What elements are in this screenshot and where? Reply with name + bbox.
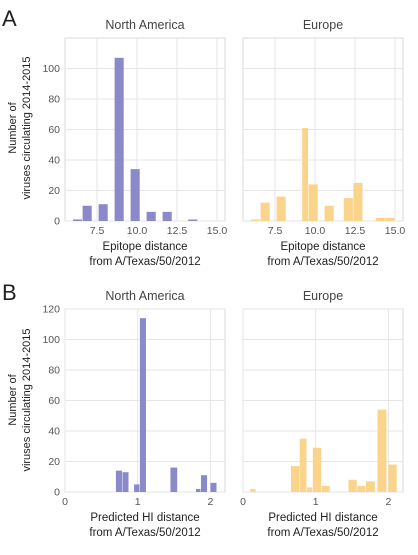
x-tick-label: 0 (240, 496, 246, 508)
x-axis-label-line2: from A/Texas/50/2012 (89, 256, 200, 268)
histogram-bar (276, 196, 286, 221)
x-axis-label-line2: from A/Texas/50/2012 (267, 527, 378, 539)
y-tick-label: 0 (54, 487, 60, 499)
x-axis-label-line2: from A/Texas/50/2012 (89, 527, 200, 539)
histogram-bar (357, 485, 366, 492)
y-tick-label: 100 (42, 334, 60, 346)
histogram-bar (251, 219, 261, 221)
histogram-bar (162, 211, 172, 221)
y-tick-label: 80 (48, 365, 60, 377)
x-tick-label: 0 (62, 496, 68, 508)
histogram-bar (302, 127, 309, 221)
chart-title: North America (105, 289, 184, 303)
ylabel-b-line1: Number of (7, 373, 19, 425)
y-tick-label: 120 (42, 304, 60, 316)
histogram-bar (308, 184, 318, 221)
histogram-bar (365, 481, 375, 492)
histogram-bar (260, 202, 270, 221)
chart-4: Europe 0 1 2 Predicted HI distance from A/Tex… (240, 289, 404, 539)
chart-2: Europe 7.5 10.0 12.5 15.0 Epitope distance fro… (242, 18, 406, 268)
histogram-bar (377, 409, 387, 492)
x-tick-label: 15.0 (207, 225, 228, 237)
x-tick-label: 15.0 (385, 225, 406, 237)
histogram-bar (146, 211, 156, 221)
histogram-bar (114, 57, 124, 222)
histogram-bar (115, 470, 122, 492)
histogram-bar (130, 169, 140, 221)
histogram-bar (388, 464, 397, 492)
y-tick-label: 40 (48, 426, 60, 438)
histogram-bar (188, 219, 198, 221)
x-tick-label: 7.5 (90, 225, 105, 237)
histogram-bar (291, 466, 300, 492)
histogram-bar (307, 487, 313, 492)
histogram-bar (73, 219, 83, 221)
histogram-bar (170, 467, 178, 492)
x-tick-label: 2 (208, 496, 214, 508)
histogram-bar (210, 482, 217, 492)
x-axis-label-line1: Predicted HI distance (90, 512, 199, 524)
x-tick-label: 1 (135, 496, 141, 508)
panel-label-b: B (2, 280, 17, 305)
y-tick-label: 20 (48, 456, 60, 468)
histogram-bar (134, 484, 140, 492)
y-tick-label: 100 (42, 63, 60, 75)
histogram-bar (299, 438, 307, 492)
y-tick-label: 80 (48, 94, 60, 106)
x-axis-label-line2: from A/Texas/50/2012 (267, 256, 378, 268)
chart-1: North America 7.5 10.0 12.5 15.0 0 20 40 60 80 100… (42, 18, 227, 268)
chart-title: North America (105, 18, 184, 32)
y-tick-label: 0 (54, 216, 60, 228)
chart-title: Europe (303, 18, 343, 32)
ylabel-b-line2: viruses circulating 2014-2015 (21, 328, 33, 471)
chart-title: Europe (303, 289, 343, 303)
histogram-bar (195, 488, 201, 492)
x-tick-label: 7.5 (268, 225, 283, 237)
x-tick-label: 1 (313, 496, 319, 508)
histogram-bar (385, 217, 395, 221)
panel-label-a: A (2, 6, 17, 31)
y-tick-label: 40 (48, 155, 60, 167)
histogram-bar (250, 488, 256, 492)
x-tick-label: 10.0 (127, 225, 148, 237)
y-tick-label: 60 (48, 395, 60, 407)
y-tick-label: 20 (48, 185, 60, 197)
histogram-bar (201, 475, 208, 492)
histogram-bar (353, 182, 363, 221)
histogram-bar (312, 447, 322, 492)
histogram-bar (375, 217, 385, 221)
x-axis-label-line1: Epitope distance (102, 241, 187, 253)
x-axis-label-line1: Predicted HI distance (268, 512, 377, 524)
x-tick-label: 12.5 (345, 225, 366, 237)
histogram-bar (82, 205, 92, 221)
y-tick-label: 60 (48, 124, 60, 136)
ylabel-a-line1: Number of (7, 101, 19, 153)
x-tick-label: 12.5 (167, 225, 188, 237)
histogram-bar (348, 479, 357, 492)
x-tick-label: 10.0 (305, 225, 326, 237)
histogram-bar (321, 485, 330, 492)
histogram-bar (139, 318, 146, 492)
histogram-bar (343, 198, 353, 221)
x-tick-label: 2 (386, 496, 392, 508)
ylabel-a-line2: viruses circulating 2014-2015 (21, 56, 33, 199)
histogram-bar (324, 205, 334, 221)
histogram-bar (122, 472, 129, 492)
histogram-bar (98, 204, 108, 221)
x-axis-label-line1: Epitope distance (280, 241, 365, 253)
